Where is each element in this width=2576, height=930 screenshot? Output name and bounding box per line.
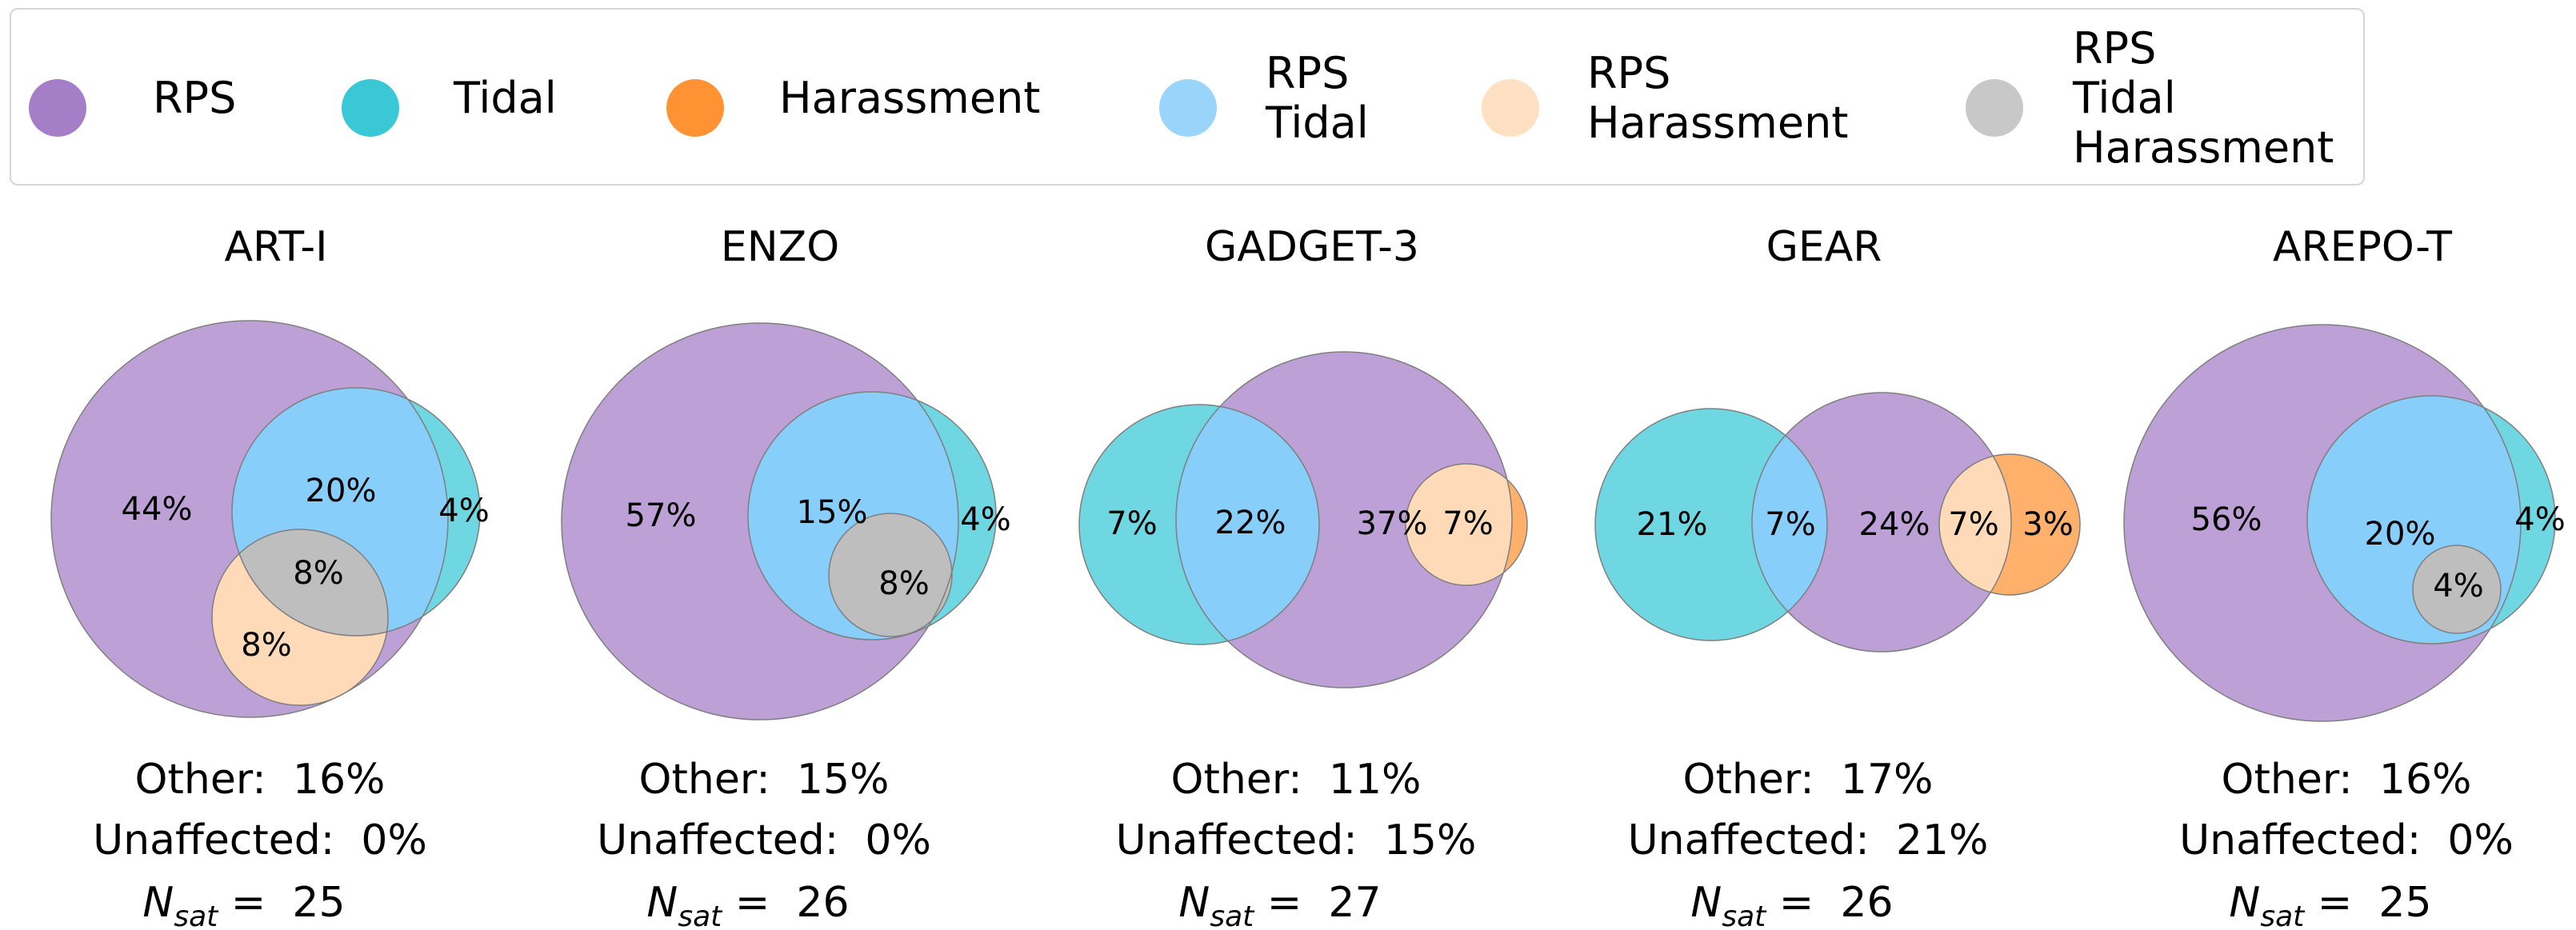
- overlap-triple: [829, 513, 952, 637]
- region-label: 37%: [1357, 505, 1428, 542]
- region-label: 21%: [1637, 506, 1708, 543]
- outline-tidal: [747, 391, 997, 641]
- overlap-triple: [232, 529, 388, 636]
- other-stat: Other: 16%: [135, 756, 386, 804]
- region-label: 24%: [1859, 506, 1930, 543]
- legend-swatch-2: [342, 79, 399, 137]
- legend-swatch-1: [29, 79, 86, 137]
- legend-label-6: RPS Tidal Harassment: [2073, 23, 2334, 173]
- nsat-stat: Nsat = 26: [646, 879, 849, 927]
- outline-rps: [561, 322, 959, 720]
- nsat-stat: Nsat = 27: [1178, 879, 1381, 927]
- region-label: 8%: [293, 555, 343, 592]
- region-label: 20%: [2365, 516, 2436, 553]
- chart-title: ENZO: [721, 223, 839, 271]
- unaffected-stat: Unaffected: 0%: [597, 816, 931, 864]
- legend-label-3: Harassment: [779, 73, 1041, 123]
- region-label: 22%: [1215, 505, 1286, 541]
- region-label: 4%: [2433, 568, 2483, 605]
- venn-chart-4: GEAR 21% 7% 24% 7% 3% Other: 17% Unaffected: 21…: [1594, 223, 2081, 930]
- chart-title: GEAR: [1766, 223, 1882, 271]
- outline-harassment: [211, 529, 389, 706]
- outline-tidal: [1078, 404, 1320, 645]
- legend-swatch-6: [1966, 79, 2023, 137]
- outline-harassment: [828, 513, 953, 637]
- outline-rps: [1175, 351, 1513, 689]
- outline-harassment: [1938, 453, 2081, 596]
- other-stat: Other: 16%: [2222, 756, 2472, 804]
- legend-label-1: RPS: [153, 73, 237, 123]
- venn-chart-2: ENZO 57% 15% 4% 8% Other: 15% Unaffected: 0% Ns…: [561, 223, 1011, 930]
- unaffected-stat: Unaffected: 15%: [1116, 816, 1477, 864]
- outline-tidal: [1594, 408, 1828, 641]
- circle-rps: [1752, 393, 2011, 652]
- region-label: 57%: [626, 497, 697, 534]
- chart-title: AREPO-T: [2273, 223, 2452, 271]
- region-label: 4%: [960, 501, 1010, 538]
- legend-swatch-5: [1482, 79, 1539, 137]
- legend-swatch-4: [1159, 79, 1217, 137]
- venn-chart-3: GADGET-3 7% 22% 37% 7% Other: 11% Unaffected: …: [1078, 223, 1528, 930]
- outline-tidal: [2306, 395, 2556, 645]
- venn-charts: ART-I 44% 20% 4% 8% 8% Other: 16% Unaffected: 0…: [0, 186, 2576, 930]
- chart-title: ART-I: [224, 223, 327, 271]
- region-label: 7%: [1442, 505, 1493, 542]
- venn-chart-1: ART-I 44% 20% 4% 8%8% Other: 16% Unaffected: 0…: [50, 223, 490, 930]
- unaffected-stat: Unaffected: 21%: [1628, 816, 1989, 864]
- overlap-rps-harassment: [1939, 454, 2011, 595]
- outline-harassment: [2412, 545, 2502, 634]
- region-label: 3%: [2022, 506, 2073, 543]
- legend-label-2: Tidal: [454, 73, 557, 123]
- region-label: 44%: [122, 491, 193, 528]
- region-label: 15%: [797, 494, 868, 531]
- region-label: 7%: [1765, 506, 1815, 543]
- venn-chart-5: AREPO-T 56% 20% 4% 4% Other: 16% Unaffected: 0…: [2123, 223, 2566, 930]
- other-stat: Other: 15%: [639, 756, 890, 804]
- region-label: 8%: [241, 627, 291, 664]
- legend-label-5: RPS Harassment: [1587, 48, 1849, 148]
- unaffected-stat: Unaffected: 0%: [2179, 816, 2514, 864]
- region-label: 7%: [1948, 506, 1998, 543]
- chart-title: GADGET-3: [1205, 223, 1419, 271]
- overlap-rps-tidal: [1176, 405, 1319, 645]
- outline-tidal: [231, 387, 481, 637]
- region-label: 4%: [438, 493, 489, 529]
- nsat-stat: Nsat = 26: [1690, 879, 1893, 927]
- overlap-rps-tidal: [1752, 409, 1827, 641]
- outline-rps: [50, 320, 449, 718]
- region-label: 8%: [878, 565, 929, 602]
- outline-rps: [2123, 324, 2522, 722]
- legend: RPS Tidal Harassment RPS Tidal RPS Harassmen…: [10, 8, 2365, 186]
- outline-rps: [1751, 392, 2012, 653]
- region-label: 20%: [306, 473, 377, 509]
- outline-harassment: [1405, 463, 1528, 586]
- overlap-rps-harassment: [1406, 464, 1512, 585]
- region-label: 4%: [2514, 501, 2565, 538]
- unaffected-stat: Unaffected: 0%: [93, 816, 427, 864]
- nsat-stat: Nsat = 25: [2229, 879, 2431, 927]
- legend-swatch-3: [666, 79, 724, 137]
- region-label: 7%: [1106, 505, 1157, 542]
- overlap-triple: [2413, 545, 2501, 633]
- legend-label-4: RPS Tidal: [1266, 48, 1369, 148]
- other-stat: Other: 17%: [1683, 756, 1934, 804]
- other-stat: Other: 11%: [1171, 756, 1422, 804]
- region-label: 56%: [2191, 501, 2262, 538]
- venn-svg: ART-I44% 20%4%8%8%Other: 16%Unaffected: 0…: [50, 223, 2566, 930]
- nsat-stat: Nsat = 25: [142, 879, 345, 927]
